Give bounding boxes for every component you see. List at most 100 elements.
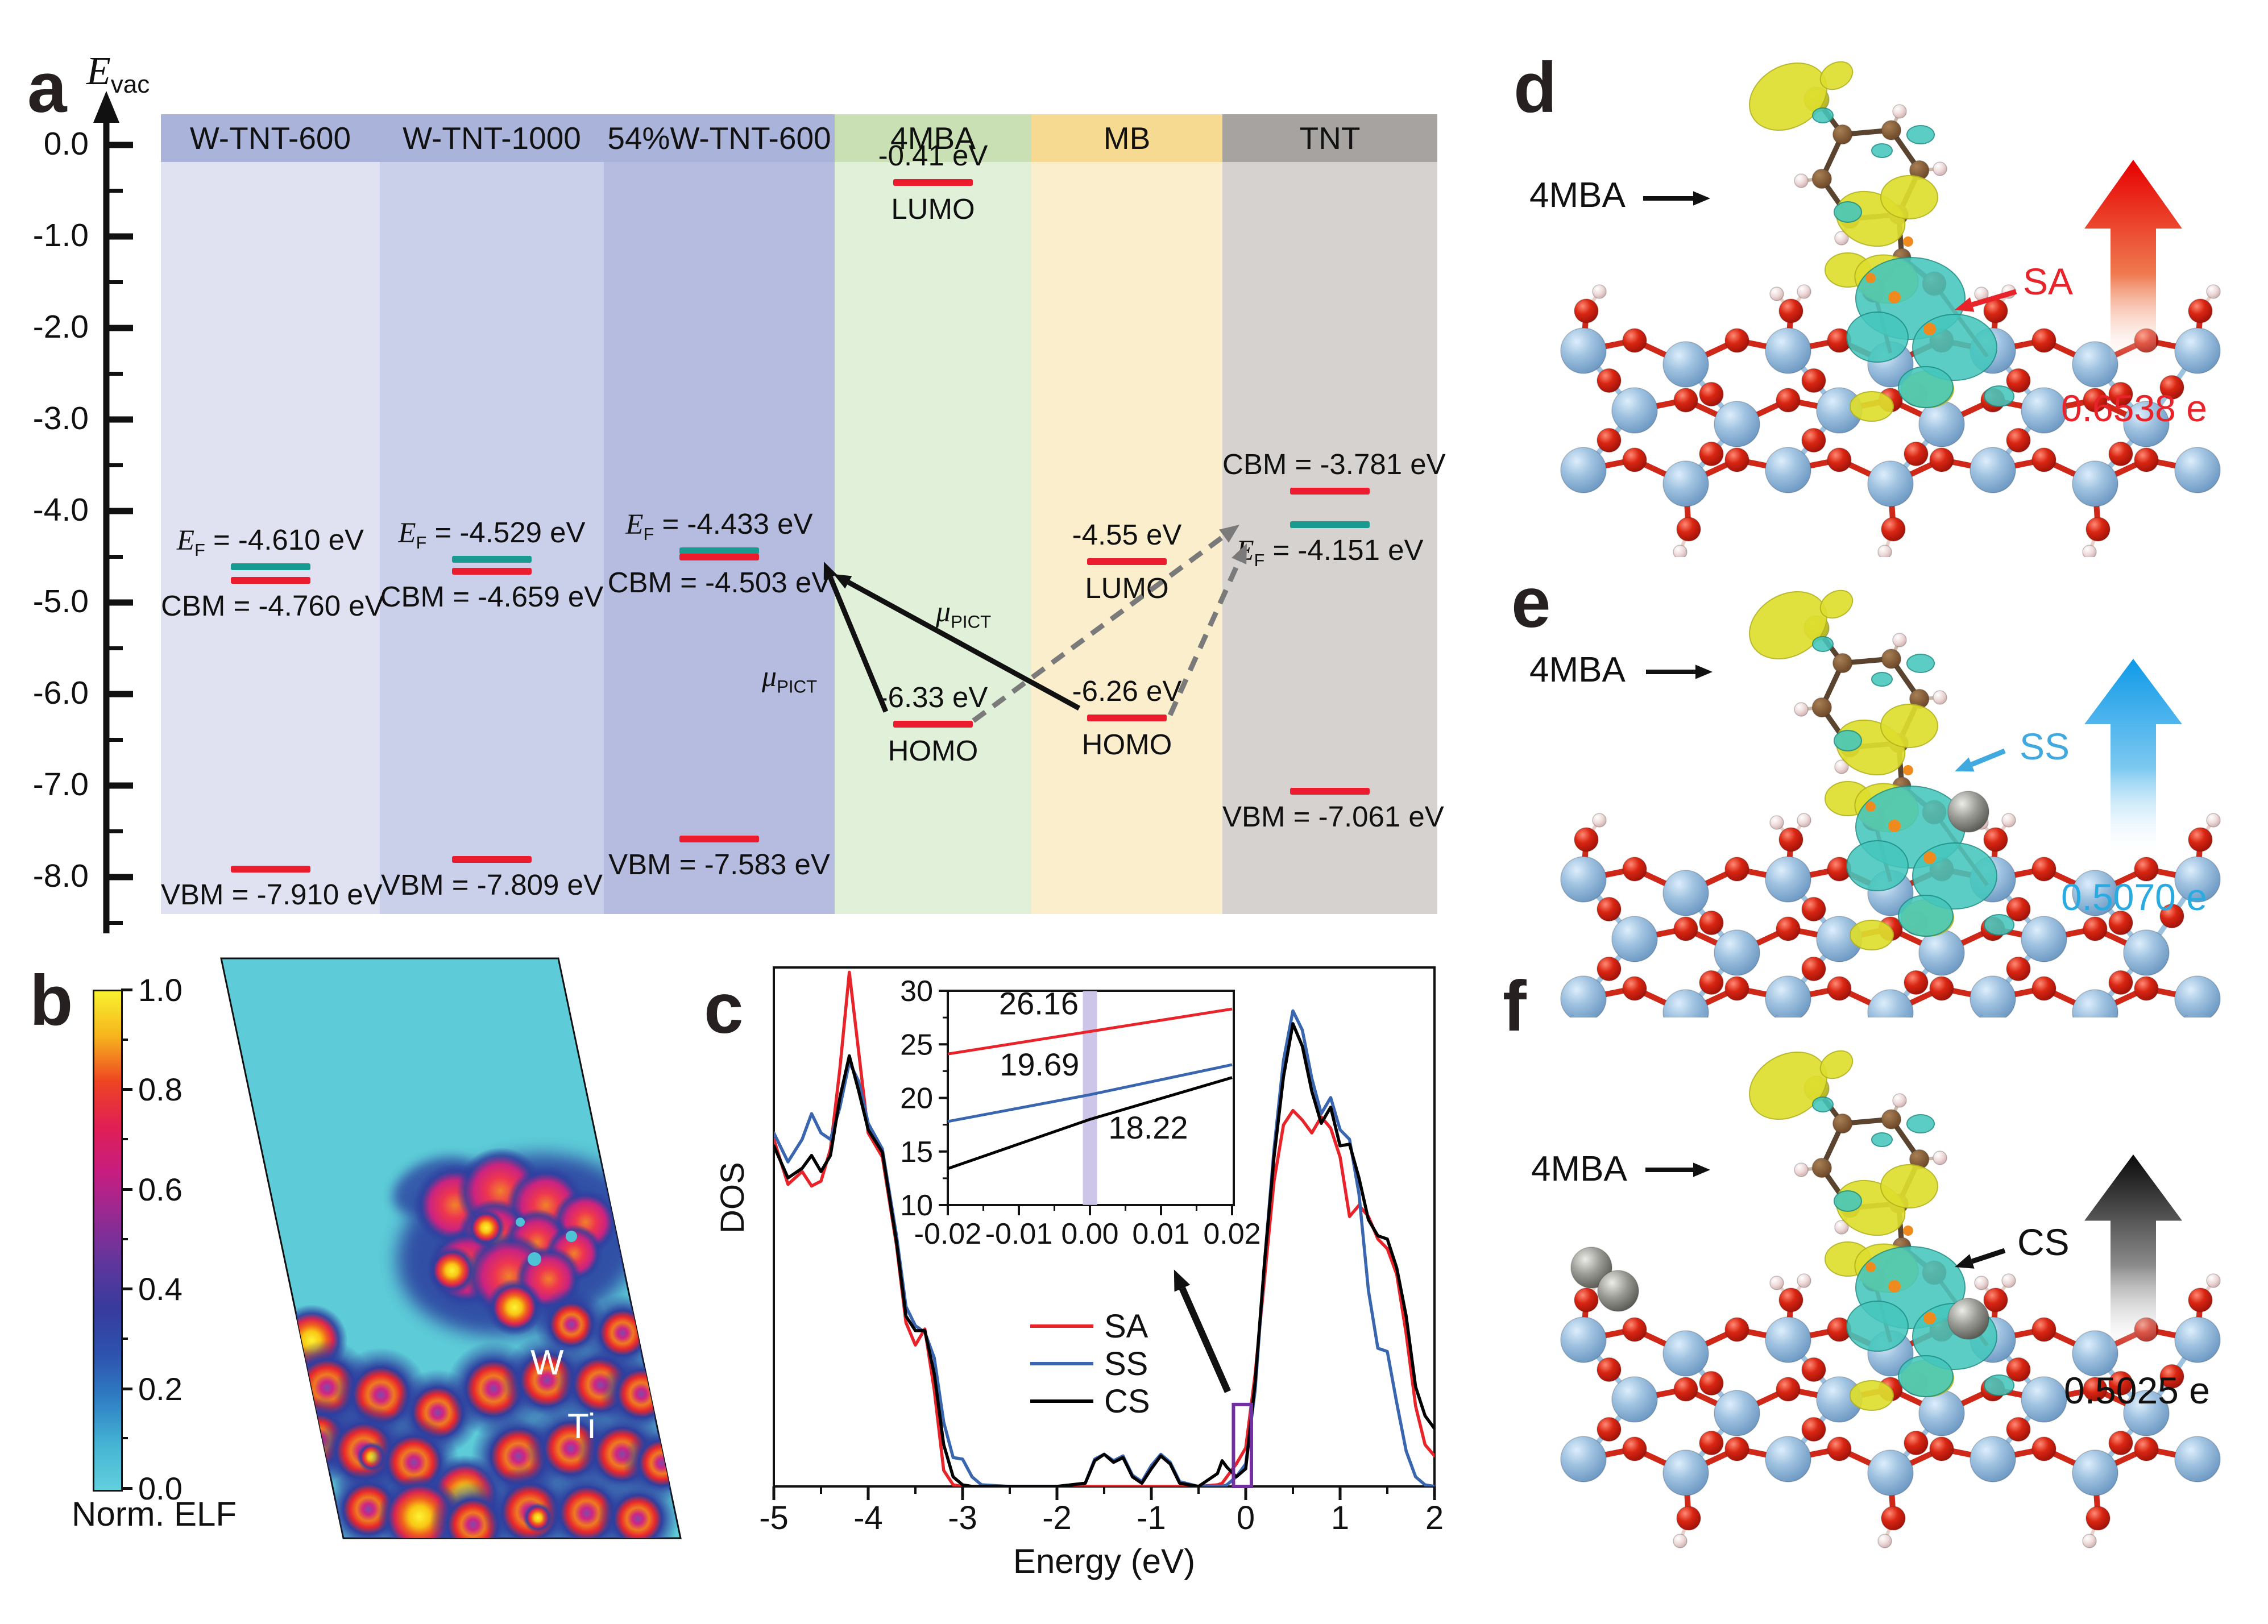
panel-e-charge-density-SS: 4MBA SS 0.5070 e <box>1529 560 2266 1017</box>
O-atom <box>1597 1417 1622 1442</box>
site-pointer-arrow <box>1955 289 2017 312</box>
dos-zoom-box <box>1232 1402 1253 1488</box>
level-line-band <box>452 856 532 863</box>
O-atom <box>1929 976 1954 1001</box>
Ti-atom <box>2123 401 2170 447</box>
H-atom <box>1794 173 1809 188</box>
evac-subscript: vac <box>110 70 150 98</box>
decor <box>1871 143 1893 158</box>
molecular-render-CS <box>1560 1050 2221 1548</box>
O-atom <box>2134 1436 2159 1461</box>
colorbar-minor-tick <box>121 1038 128 1041</box>
O-atom <box>1724 1436 1749 1461</box>
H-atom <box>1673 1534 1687 1548</box>
H-atom <box>2001 1273 2016 1288</box>
evac-symbol: E <box>86 49 111 93</box>
level-name-label: HOMO <box>1081 728 1172 761</box>
colorbar-tick-label: 0.6 <box>138 1171 183 1207</box>
dos-xtick-label: 2 <box>1425 1500 1444 1536</box>
H-atom <box>1797 1273 1811 1288</box>
inset-xtick-label: -0.02 <box>914 1218 982 1251</box>
decor <box>1871 1132 1893 1147</box>
W-atom <box>1597 1270 1639 1312</box>
level-line-band <box>1290 487 1370 495</box>
H-atom <box>1892 104 1907 119</box>
O-atom <box>1699 1370 1724 1396</box>
O-atom <box>1724 1317 1749 1342</box>
colorbar-tick-label: 0.4 <box>138 1271 183 1307</box>
decor: PICT <box>777 676 818 697</box>
molecule-pointer-arrow <box>1646 664 1713 679</box>
H-atom <box>1797 813 1811 828</box>
W-atom <box>1947 1298 1989 1340</box>
panel-letter-a: a <box>27 48 67 127</box>
O-atom <box>1778 298 1803 323</box>
O-atom <box>1776 388 1801 413</box>
Ti-atom <box>1765 856 1811 903</box>
H-atom <box>1794 1162 1809 1177</box>
map-label-W: W <box>530 1343 564 1382</box>
pict-arrow-4mba <box>823 562 889 713</box>
O-atom <box>1776 916 1801 941</box>
Ti-atom <box>1611 1376 1658 1423</box>
Ti-atom <box>1560 447 1607 493</box>
panel-f-charge-density-CS: 4MBA CS 0.5025 e <box>1529 1020 2266 1594</box>
level-label: VBM = -7.061 eV <box>1222 800 1444 833</box>
O-atom <box>1904 1430 1929 1456</box>
O-atom <box>2006 1417 2031 1442</box>
H-atom <box>1794 702 1809 717</box>
H-atom <box>1877 1534 1892 1548</box>
decor <box>1888 1280 1901 1293</box>
dos-legend-label-SS: SS <box>1104 1345 1148 1382</box>
decor <box>828 576 889 713</box>
O-atom <box>2006 1357 2031 1382</box>
level-value-label: -6.26 eV <box>1072 674 1182 707</box>
decor <box>1971 289 2017 308</box>
decor <box>1898 895 1954 937</box>
O-atom <box>1827 1436 1852 1461</box>
level-label: CBM = -4.659 eV <box>380 580 604 613</box>
decor <box>1695 664 1713 679</box>
H-atom <box>1769 1276 1784 1290</box>
decor <box>1179 1286 1231 1393</box>
colorbar-minor-tick <box>121 1437 128 1440</box>
level-line-band <box>893 721 973 728</box>
Ti-atom <box>1662 989 1709 1017</box>
Ti-atom <box>2174 327 2221 374</box>
decor <box>847 580 1081 711</box>
H-atom <box>1877 545 1892 557</box>
inset-ytick-label: 25 <box>900 1028 933 1061</box>
O-atom <box>1801 1357 1826 1382</box>
C-atom <box>1832 124 1853 145</box>
dos-legend-label-CS: CS <box>1104 1383 1150 1420</box>
level-name-label: HOMO <box>888 734 978 767</box>
decor: F <box>416 533 427 553</box>
level-line-band <box>1290 787 1370 795</box>
O-atom <box>1724 976 1749 1001</box>
molecule-label: 4MBA <box>1531 1149 1627 1189</box>
O-atom <box>1699 970 1724 995</box>
H-atom <box>1769 815 1784 830</box>
O-atom <box>1699 381 1724 407</box>
O-atom <box>1929 1436 1954 1461</box>
level-label: VBM = -7.910 eV <box>161 878 383 911</box>
O-atom <box>1801 427 1826 453</box>
W-atom <box>1570 1247 1612 1289</box>
level-label: CBM = -4.503 eV <box>607 566 831 599</box>
O-atom <box>2134 447 2159 472</box>
decor: = -4.433 eV <box>654 507 813 540</box>
O-atom <box>1778 1287 1803 1313</box>
colorbar-tick <box>121 988 132 991</box>
O-atom <box>1676 1506 1701 1531</box>
decor <box>1903 236 1913 247</box>
column-header-MB: MB <box>1031 114 1222 162</box>
H-atom <box>1592 284 1607 299</box>
molecular-render-SA <box>1560 61 2221 557</box>
column-body-MB <box>1031 162 1222 914</box>
decor <box>1812 636 1834 652</box>
axis-tick-label: -4.0 <box>32 492 89 528</box>
decor <box>1984 914 2014 936</box>
dos-xtick-label: -1 <box>1137 1500 1166 1536</box>
Ti-atom <box>2174 1316 2221 1363</box>
